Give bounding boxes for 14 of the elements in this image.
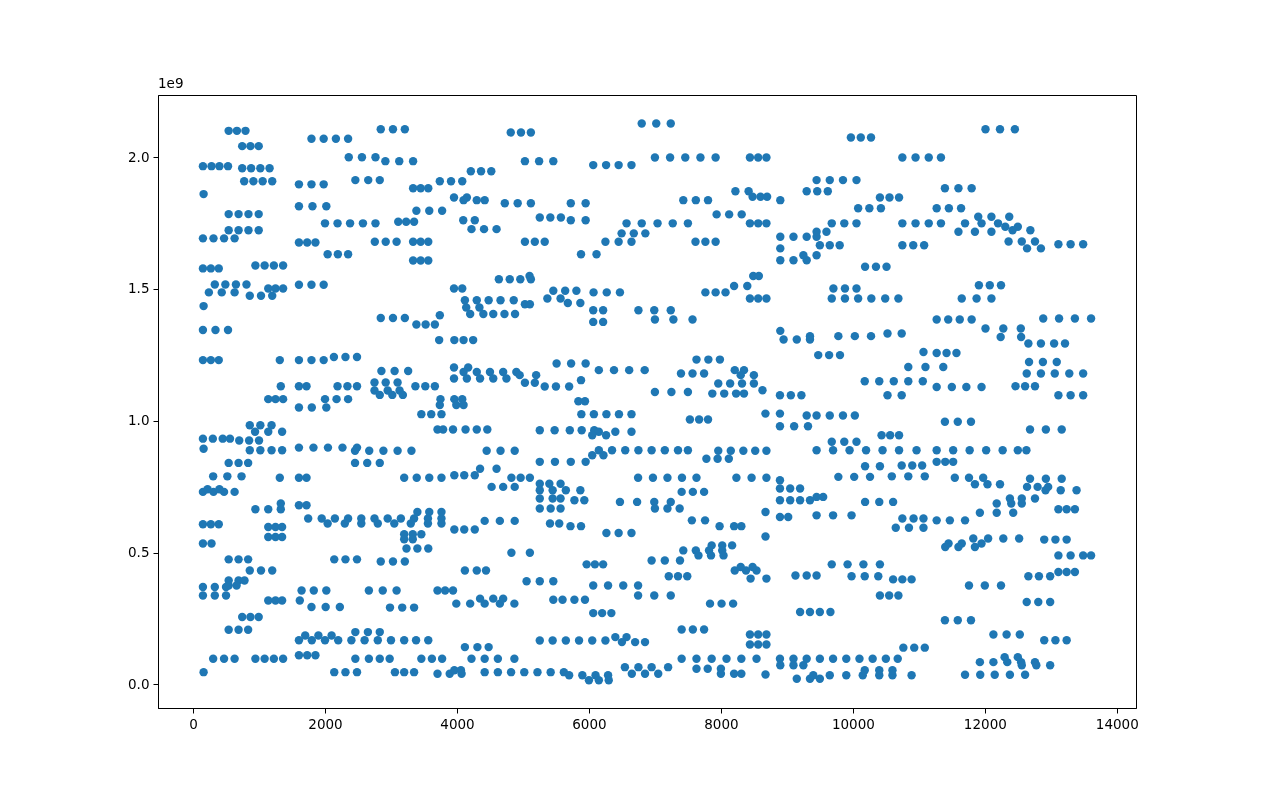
x-tick-label: 12000	[963, 715, 1007, 732]
y-tick-label: 0.5	[128, 544, 150, 561]
x-tick-label: 4000	[440, 715, 475, 732]
x-tick-label: 6000	[572, 715, 607, 732]
x-tick-label: 0	[189, 715, 198, 732]
y-tick-label: 1.0	[128, 412, 150, 429]
text: 1e9	[158, 75, 184, 91]
y-tick-label: 0.0	[128, 675, 150, 692]
y-tick-label: 2.0	[128, 148, 150, 165]
y-tick-label: 1.5	[128, 280, 150, 297]
x-tick-label: 14000	[1095, 715, 1139, 732]
x-tick-label: 10000	[831, 715, 875, 732]
x-tick-label: 2000	[308, 715, 343, 732]
x-tick-label: 8000	[704, 715, 739, 732]
